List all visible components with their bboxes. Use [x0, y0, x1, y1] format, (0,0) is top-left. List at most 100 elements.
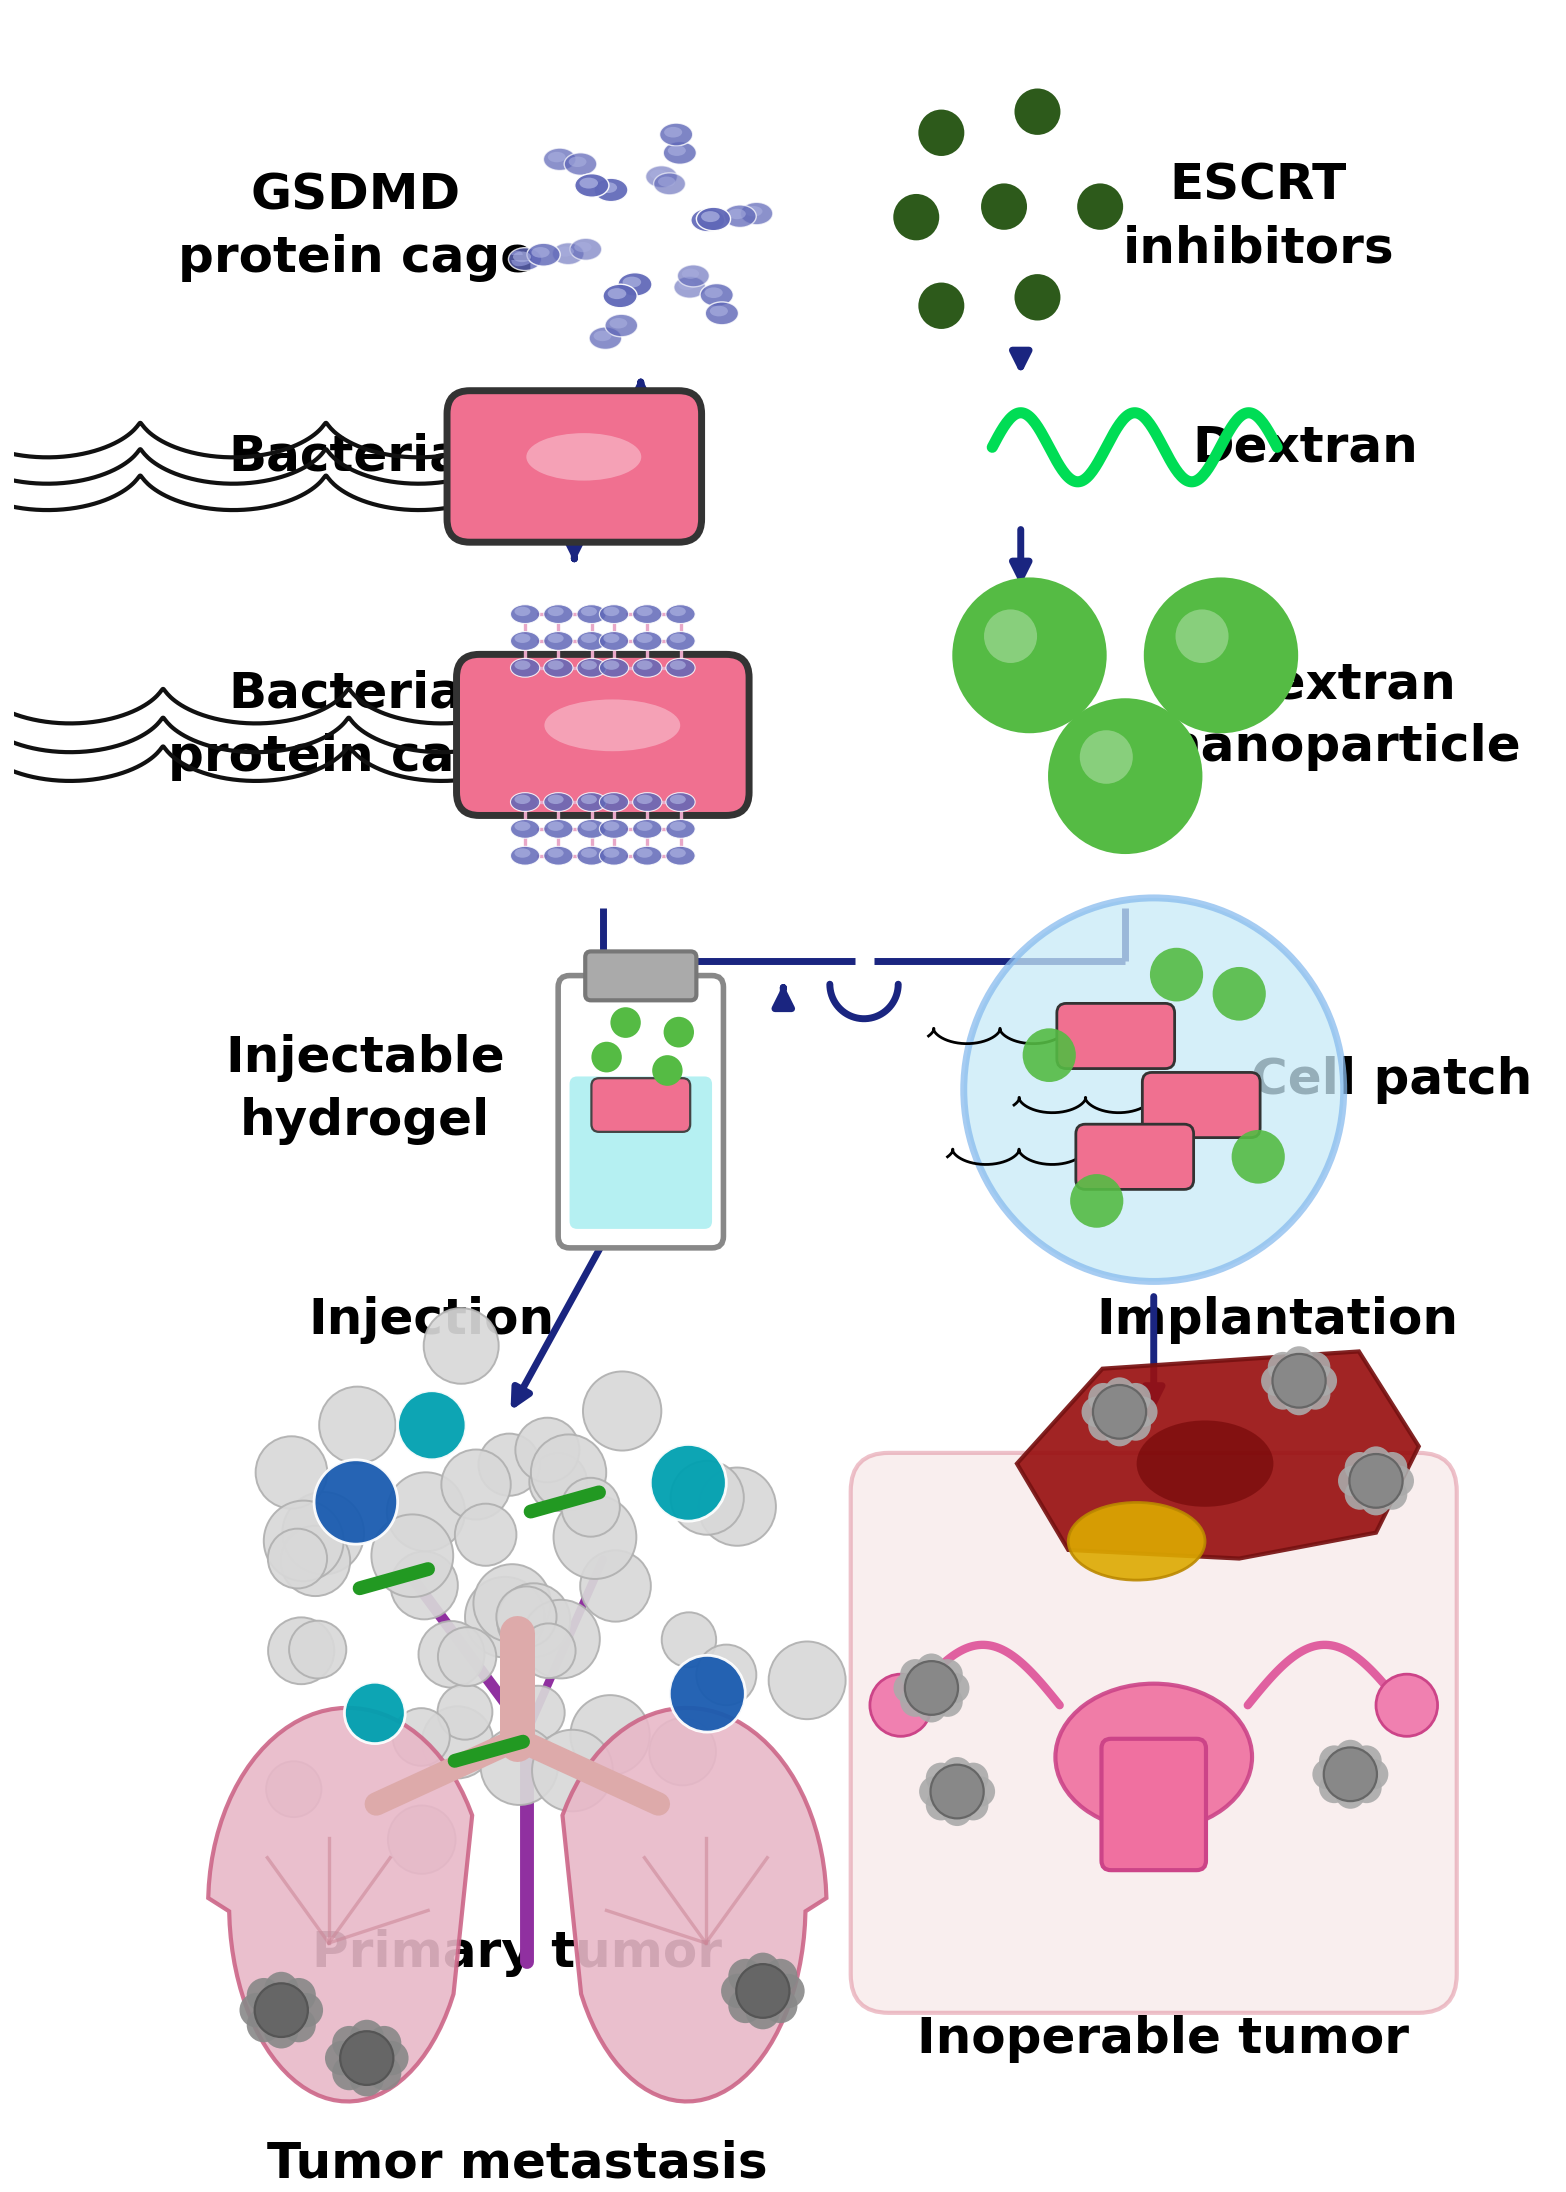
Circle shape: [1015, 274, 1060, 320]
Ellipse shape: [633, 846, 662, 866]
Circle shape: [421, 1705, 493, 1778]
Circle shape: [940, 1672, 969, 1703]
Text: Tumor metastasis: Tumor metastasis: [268, 2139, 767, 2188]
Ellipse shape: [581, 660, 597, 671]
Circle shape: [326, 2041, 359, 2076]
Circle shape: [479, 1434, 540, 1495]
Ellipse shape: [543, 820, 573, 837]
Circle shape: [1336, 1778, 1366, 1808]
Circle shape: [265, 1973, 299, 2006]
Circle shape: [1268, 1379, 1298, 1409]
Circle shape: [941, 1758, 972, 1789]
Circle shape: [442, 1449, 511, 1519]
Ellipse shape: [666, 820, 695, 837]
Text: Dextran
nanoparticle: Dextran nanoparticle: [1167, 660, 1522, 772]
FancyBboxPatch shape: [557, 975, 723, 1247]
Circle shape: [965, 1776, 994, 1806]
Circle shape: [918, 283, 965, 329]
Ellipse shape: [576, 605, 606, 623]
Ellipse shape: [581, 848, 597, 857]
Circle shape: [1337, 1466, 1369, 1497]
Circle shape: [553, 1495, 636, 1578]
Ellipse shape: [548, 633, 564, 642]
Ellipse shape: [526, 434, 642, 480]
Circle shape: [1345, 1480, 1375, 1510]
Circle shape: [763, 1960, 797, 1993]
Circle shape: [893, 193, 940, 241]
Ellipse shape: [633, 820, 662, 837]
Ellipse shape: [619, 272, 651, 296]
Circle shape: [1128, 1396, 1157, 1427]
Circle shape: [1336, 1740, 1366, 1771]
Circle shape: [954, 579, 1106, 732]
Circle shape: [1350, 1453, 1403, 1508]
Circle shape: [437, 1683, 492, 1740]
Ellipse shape: [603, 796, 619, 804]
Circle shape: [669, 1655, 745, 1732]
Polygon shape: [562, 1708, 827, 2102]
Ellipse shape: [637, 660, 653, 671]
Circle shape: [918, 110, 965, 156]
Circle shape: [280, 1526, 351, 1596]
Ellipse shape: [515, 660, 531, 671]
Ellipse shape: [600, 658, 628, 677]
Circle shape: [980, 184, 1027, 230]
Circle shape: [1212, 967, 1265, 1021]
Ellipse shape: [589, 327, 622, 349]
Circle shape: [697, 1644, 756, 1705]
Ellipse shape: [515, 822, 531, 831]
Circle shape: [473, 1565, 551, 1642]
Ellipse shape: [581, 633, 597, 642]
Ellipse shape: [581, 607, 597, 616]
Circle shape: [1088, 1383, 1118, 1414]
Circle shape: [662, 1613, 716, 1668]
FancyBboxPatch shape: [1057, 1004, 1174, 1068]
Circle shape: [532, 1729, 612, 1811]
Ellipse shape: [633, 658, 662, 677]
Circle shape: [720, 1973, 755, 2008]
Circle shape: [670, 1460, 744, 1534]
Circle shape: [315, 1460, 398, 1543]
Ellipse shape: [511, 605, 540, 623]
Circle shape: [255, 1984, 309, 2036]
FancyBboxPatch shape: [457, 655, 749, 815]
Ellipse shape: [637, 848, 653, 857]
Ellipse shape: [604, 313, 637, 338]
Ellipse shape: [1137, 1420, 1273, 1506]
Circle shape: [1049, 699, 1201, 853]
Ellipse shape: [543, 658, 573, 677]
Ellipse shape: [548, 607, 564, 616]
Ellipse shape: [509, 248, 542, 270]
Ellipse shape: [623, 276, 640, 287]
Ellipse shape: [568, 156, 587, 167]
FancyBboxPatch shape: [570, 1076, 713, 1230]
FancyBboxPatch shape: [1142, 1072, 1261, 1138]
Ellipse shape: [576, 846, 606, 866]
Circle shape: [390, 1552, 457, 1620]
Circle shape: [1300, 1352, 1331, 1383]
Ellipse shape: [637, 633, 653, 642]
Circle shape: [664, 1017, 694, 1048]
Circle shape: [650, 1719, 716, 1784]
Circle shape: [387, 1473, 465, 1552]
Circle shape: [1384, 1466, 1414, 1497]
Circle shape: [319, 1388, 396, 1464]
Circle shape: [611, 1006, 640, 1037]
Circle shape: [240, 1993, 274, 2028]
Circle shape: [521, 1600, 600, 1679]
Ellipse shape: [609, 318, 628, 329]
Ellipse shape: [670, 822, 686, 831]
Ellipse shape: [658, 178, 675, 186]
Ellipse shape: [1068, 1502, 1204, 1580]
Ellipse shape: [511, 658, 540, 677]
Polygon shape: [208, 1708, 473, 2102]
Circle shape: [1361, 1447, 1391, 1477]
FancyBboxPatch shape: [1076, 1124, 1193, 1190]
Circle shape: [255, 1436, 327, 1508]
Ellipse shape: [603, 285, 637, 307]
Ellipse shape: [556, 246, 573, 256]
Ellipse shape: [670, 660, 686, 671]
Circle shape: [941, 1795, 972, 1826]
Ellipse shape: [594, 331, 611, 342]
Circle shape: [1081, 730, 1132, 785]
